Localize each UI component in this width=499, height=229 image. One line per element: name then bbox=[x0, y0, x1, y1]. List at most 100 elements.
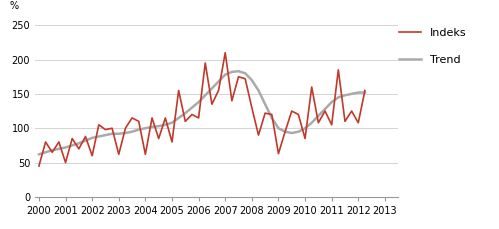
Trend bbox=[295, 130, 301, 133]
Trend bbox=[216, 80, 222, 83]
Trend bbox=[349, 93, 355, 95]
Indeks bbox=[149, 117, 155, 119]
Trend bbox=[282, 130, 288, 133]
Trend bbox=[202, 94, 208, 97]
Line: Trend: Trend bbox=[39, 71, 365, 154]
Trend bbox=[342, 94, 348, 97]
Indeks bbox=[255, 134, 261, 136]
Trend bbox=[176, 117, 182, 119]
Indeks bbox=[315, 121, 321, 124]
Trend bbox=[196, 101, 202, 104]
Trend bbox=[222, 73, 228, 76]
Trend bbox=[76, 142, 82, 145]
Indeks bbox=[222, 51, 228, 54]
Indeks bbox=[362, 89, 368, 92]
Trend bbox=[36, 153, 42, 156]
Trend bbox=[142, 127, 148, 130]
Trend bbox=[249, 79, 255, 82]
Trend bbox=[275, 127, 281, 130]
Indeks bbox=[355, 121, 361, 124]
Indeks bbox=[329, 123, 335, 126]
Trend bbox=[169, 121, 175, 124]
Trend bbox=[162, 123, 168, 126]
Indeks bbox=[109, 127, 115, 130]
Indeks bbox=[56, 141, 62, 143]
Indeks bbox=[282, 130, 288, 133]
Trend bbox=[302, 127, 308, 130]
Indeks bbox=[42, 141, 48, 143]
Indeks bbox=[142, 153, 148, 156]
Trend bbox=[109, 132, 115, 135]
Indeks bbox=[156, 137, 162, 140]
Indeks bbox=[136, 120, 142, 123]
Trend bbox=[255, 89, 261, 92]
Indeks bbox=[209, 103, 215, 106]
Trend bbox=[156, 125, 162, 128]
Trend bbox=[62, 146, 68, 149]
Trend bbox=[189, 106, 195, 109]
Indeks bbox=[49, 151, 55, 154]
Trend bbox=[116, 132, 122, 135]
Indeks bbox=[262, 112, 268, 114]
Line: Indeks: Indeks bbox=[39, 53, 365, 166]
Trend bbox=[362, 91, 368, 94]
Trend bbox=[49, 149, 55, 152]
Indeks bbox=[196, 117, 202, 119]
Trend bbox=[96, 135, 102, 138]
Text: %: % bbox=[9, 1, 18, 11]
Indeks bbox=[302, 137, 308, 140]
Indeks bbox=[182, 120, 188, 123]
Indeks bbox=[116, 153, 122, 156]
Indeks bbox=[122, 127, 128, 130]
Trend bbox=[102, 134, 108, 136]
Indeks bbox=[176, 89, 182, 92]
Indeks bbox=[335, 68, 341, 71]
Trend bbox=[89, 136, 95, 139]
Legend: Indeks, Trend: Indeks, Trend bbox=[395, 24, 471, 69]
Indeks bbox=[216, 89, 222, 92]
Indeks bbox=[309, 86, 315, 88]
Trend bbox=[335, 96, 341, 99]
Trend bbox=[322, 108, 328, 110]
Trend bbox=[309, 121, 315, 124]
Indeks bbox=[82, 135, 88, 138]
Trend bbox=[69, 144, 75, 147]
Trend bbox=[242, 72, 248, 75]
Indeks bbox=[249, 106, 255, 109]
Trend bbox=[136, 128, 142, 131]
Trend bbox=[236, 70, 242, 73]
Trend bbox=[229, 71, 235, 73]
Indeks bbox=[36, 165, 42, 167]
Indeks bbox=[96, 123, 102, 126]
Trend bbox=[355, 91, 361, 94]
Indeks bbox=[102, 128, 108, 131]
Indeks bbox=[62, 161, 68, 164]
Indeks bbox=[236, 75, 242, 78]
Trend bbox=[262, 103, 268, 106]
Trend bbox=[209, 87, 215, 90]
Trend bbox=[289, 132, 295, 134]
Indeks bbox=[295, 113, 301, 116]
Indeks bbox=[229, 99, 235, 102]
Trend bbox=[129, 130, 135, 133]
Indeks bbox=[275, 152, 281, 155]
Trend bbox=[269, 117, 275, 119]
Indeks bbox=[242, 77, 248, 80]
Indeks bbox=[349, 110, 355, 112]
Indeks bbox=[162, 117, 168, 119]
Trend bbox=[329, 101, 335, 104]
Trend bbox=[315, 114, 321, 117]
Trend bbox=[82, 139, 88, 142]
Trend bbox=[122, 132, 128, 134]
Trend bbox=[149, 125, 155, 128]
Indeks bbox=[289, 110, 295, 112]
Indeks bbox=[76, 147, 82, 150]
Trend bbox=[42, 151, 48, 154]
Indeks bbox=[202, 62, 208, 64]
Trend bbox=[56, 147, 62, 150]
Indeks bbox=[322, 110, 328, 112]
Indeks bbox=[342, 120, 348, 123]
Indeks bbox=[169, 141, 175, 143]
Indeks bbox=[69, 137, 75, 140]
Indeks bbox=[269, 113, 275, 116]
